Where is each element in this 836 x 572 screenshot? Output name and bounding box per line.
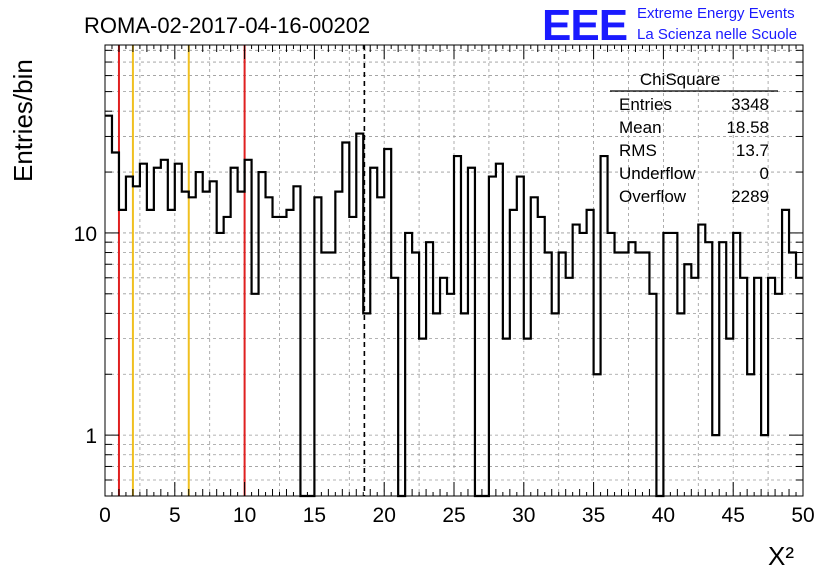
stats-value-underflow: 0 [760,164,769,183]
stats-label-underflow: Underflow [619,164,696,183]
x-tick-label: 20 [373,504,396,527]
x-tick-label: 25 [442,504,465,527]
reference-lines [117,45,366,496]
stats-title: ChiSquare [640,70,720,89]
stats-label-mean: Mean [619,118,662,137]
histogram [105,114,803,498]
x-axis-label: X² [768,541,794,571]
x-tick-label: 10 [233,504,256,527]
x-tick-label: 50 [791,504,814,527]
eee-logo: EEE Extreme Energy Events La Scienza nel… [542,1,797,50]
logo-line1: Extreme Energy Events [637,5,795,22]
y-tick-label: 1 [85,425,97,448]
y-tick-label: 10 [74,223,97,246]
stats-label-overflow: Overflow [619,187,687,206]
stats-box: ChiSquare Entries 3348 Mean 18.58 RMS 13… [610,70,778,206]
stats-value-overflow: 2289 [731,187,769,206]
histogram-series [105,114,803,498]
x-tick-label: 15 [303,504,326,527]
axis-ticks: 0 5 10 15 20 25 30 35 40 45 50 1 10 [74,45,815,527]
x-tick-label: 45 [722,504,745,527]
x-tick-label: 35 [582,504,605,527]
stats-label-rms: RMS [619,141,657,160]
stats-value-entries: 3348 [731,95,769,114]
stats-label-entries: Entries [619,95,672,114]
y-axis-label: Entries/bin [8,59,38,182]
logo-line2: La Scienza nelle Scuole [637,26,797,43]
stats-value-rms: 13.7 [736,141,769,160]
stats-value-mean: 18.58 [726,118,769,137]
x-tick-label: 5 [169,504,181,527]
plot-frame [104,44,804,497]
logo-mark: EEE [542,1,627,50]
chart-title: ROMA-02-2017-04-16-00202 [84,13,370,38]
x-tick-label: 30 [512,504,535,527]
x-tick-label: 40 [652,504,675,527]
x-tick-label: 0 [99,504,111,527]
